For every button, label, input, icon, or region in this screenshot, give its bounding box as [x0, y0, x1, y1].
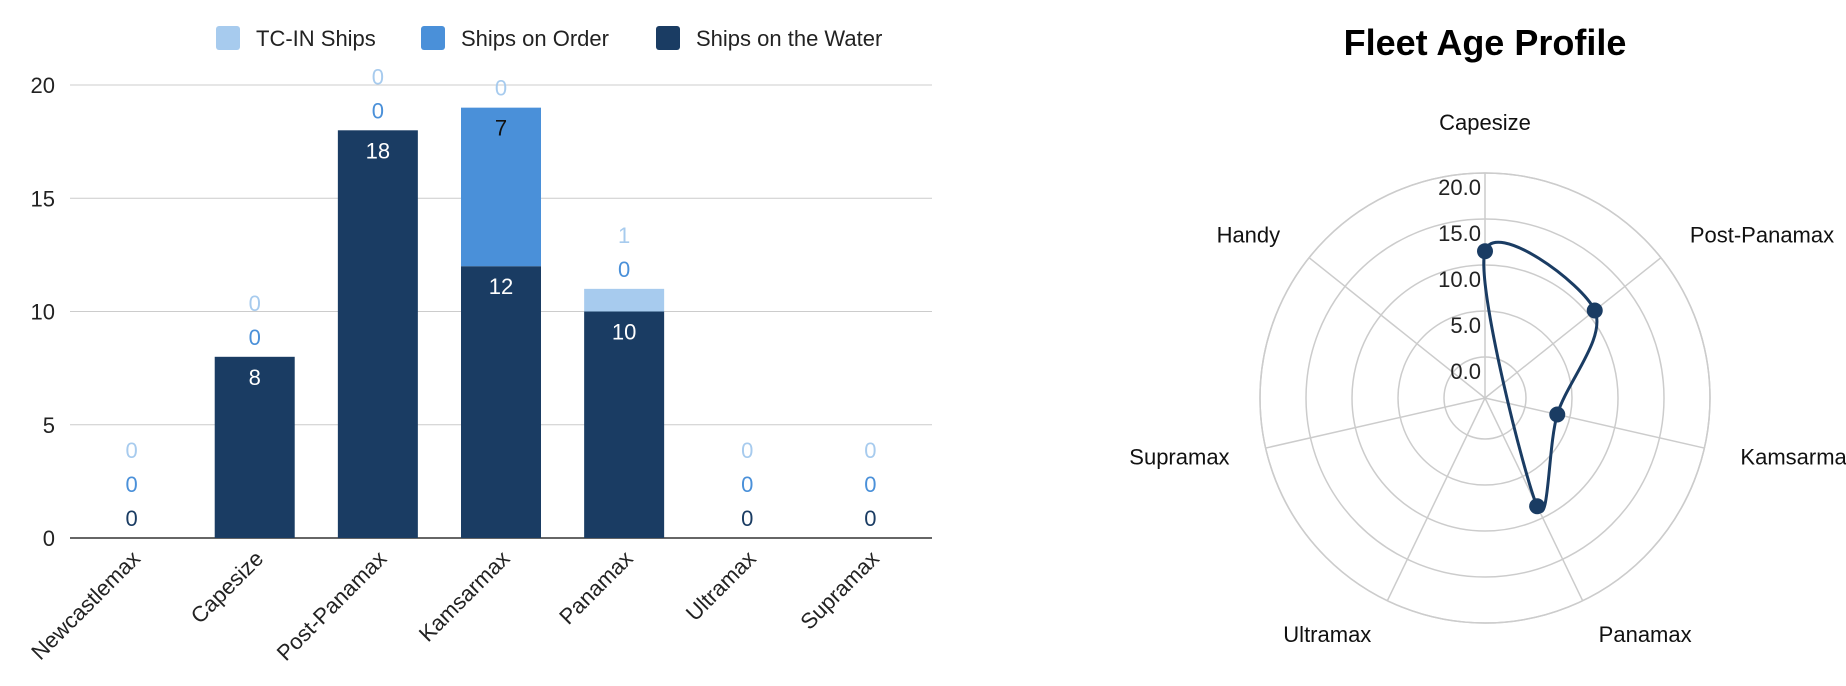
radar-spoke [1265, 397, 1486, 449]
radar-tick-label: 10.0 [1438, 267, 1481, 292]
radar-point-post-panamax[interactable] [1586, 302, 1603, 319]
radar-tick-label: 0.0 [1450, 359, 1481, 384]
y-tick-label: 5 [43, 413, 55, 438]
radar-point-kamsarmax[interactable] [1549, 406, 1566, 423]
y-tick-label: 20 [31, 73, 55, 98]
legend-label: TC-IN Ships [256, 26, 376, 51]
x-tick-label-panamax: Panamax [554, 546, 637, 629]
data-label-ships-on-order-supramax: 0 [864, 472, 876, 497]
x-tick-label-capesize: Capesize [186, 546, 269, 629]
radar-ring [1443, 356, 1527, 440]
data-label-tc-in-ships-supramax: 0 [864, 438, 876, 463]
x-axis-ticks: Newcastlemax Capesize Post-Panamax Kamsarma… [26, 546, 884, 666]
data-label-ships-on-the-water-post-panamax: 18 [366, 138, 390, 163]
x-tick-label-ultramax: Ultramax [681, 546, 761, 626]
radar-spoke [1484, 257, 1662, 399]
data-label-ships-on-order-panamax: 0 [618, 257, 630, 282]
radar-spoke [1484, 397, 1584, 602]
legend-label: Ships on the Water [696, 26, 882, 51]
radar-tick-label: 5.0 [1450, 313, 1481, 338]
x-tick-label-kamsarmax: Kamsarmax [414, 546, 515, 647]
data-label-tc-in-ships-capesize: 0 [249, 291, 261, 316]
legend-label: Ships on Order [461, 26, 609, 51]
radar-category-kamsarmax: Kamsarmax [1740, 444, 1846, 469]
y-tick-label: 0 [43, 526, 55, 551]
radar-spoke [1386, 397, 1486, 602]
x-tick-label-newcastlemax: Newcastlemax [26, 546, 145, 665]
data-label-ships-on-the-water-capesize: 8 [249, 365, 261, 390]
radar-outer-ring [1259, 172, 1711, 624]
data-label-tc-in-ships-newcastlemax: 0 [125, 438, 137, 463]
data-label-ships-on-order-post-panamax: 0 [372, 98, 384, 123]
data-label-ships-on-the-water-supramax: 0 [864, 506, 876, 531]
x-tick-label-post-panamax: Post-Panamax [272, 546, 392, 666]
radar-title: Fleet Age Profile [1344, 22, 1627, 63]
y-axis-ticks: 0 5 10 15 20 [31, 73, 55, 551]
data-label-ships-on-order-capesize: 0 [249, 325, 261, 350]
data-label-ships-on-order-ultramax: 0 [741, 472, 753, 497]
radar-tick-label: 15.0 [1438, 221, 1481, 246]
radar-ring [1259, 172, 1711, 624]
y-tick-label: 15 [31, 186, 55, 211]
data-label-ships-on-the-water-kamsarmax: 12 [489, 274, 513, 299]
data-label-tc-in-ships-ultramax: 0 [741, 438, 753, 463]
data-label-ships-on-the-water-panamax: 10 [612, 320, 636, 345]
radar-category-ultramax: Ultramax [1283, 622, 1371, 647]
bar-ships-on-the-water-panamax[interactable] [584, 311, 665, 539]
radar-tick-label: 20.0 [1438, 175, 1481, 200]
radar-point-panamax[interactable] [1529, 498, 1546, 515]
data-label-tc-in-ships-kamsarmax: 0 [495, 76, 507, 101]
data-label-ships-on-order-newcastlemax: 0 [125, 472, 137, 497]
radar-grid [1259, 172, 1711, 624]
bar-tc-in-ships-panamax[interactable] [584, 288, 665, 312]
legend-item-ships-on-order[interactable]: Ships on Order [421, 26, 609, 51]
radar-series [1477, 240, 1603, 515]
radar-spoke [1484, 397, 1705, 449]
data-label-ships-on-the-water-ultramax: 0 [741, 506, 753, 531]
bar-ships-on-the-water-post-panamax[interactable] [337, 130, 418, 539]
bar-ships-on-order-kamsarmax[interactable] [461, 107, 541, 267]
data-label-ships-on-the-water-newcastlemax: 0 [125, 506, 137, 531]
radar-ring [1397, 310, 1573, 486]
radar-ring [1351, 264, 1619, 532]
radar-ring [1305, 218, 1665, 578]
radar-category-supramax: Supramax [1129, 444, 1229, 469]
bar-series [214, 107, 665, 539]
legend-item-tc-in-ships[interactable]: TC-IN Ships [216, 26, 376, 51]
x-tick-label-supramax: Supramax [795, 546, 884, 635]
radar-spoke [1308, 257, 1486, 399]
radar-point-capesize[interactable] [1477, 243, 1493, 260]
radar-category-handy: Handy [1217, 223, 1281, 248]
legend-swatch [216, 26, 240, 50]
legend-item-ships-on-the-water[interactable]: Ships on the Water [656, 26, 882, 51]
data-label-tc-in-ships-post-panamax: 0 [372, 64, 384, 89]
y-tick-label: 10 [31, 300, 55, 325]
radar-radial-ticks: 0.0 5.0 10.0 15.0 20.0 [1438, 175, 1481, 384]
legend-swatch [656, 26, 680, 50]
radar-category-panamax: Panamax [1599, 622, 1692, 647]
radar-category-labels: Capesize Post-Panamax Kamsarmax Panamax Ultr… [1129, 110, 1846, 647]
radar-category-post-panamax: Post-Panamax [1690, 223, 1834, 248]
bar-ships-on-the-water-kamsarmax[interactable] [461, 266, 541, 538]
radar-series-line [1482, 240, 1599, 513]
legend[interactable]: TC-IN Ships Ships on Order Ships on the Wa… [216, 26, 882, 51]
bar-ships-on-the-water-capesize[interactable] [214, 356, 295, 538]
data-label-tc-in-ships-panamax: 1 [618, 223, 630, 248]
legend-swatch [421, 26, 445, 50]
radar-category-capesize: Capesize [1439, 110, 1531, 135]
data-label-ships-on-order-kamsarmax: 7 [495, 116, 507, 141]
